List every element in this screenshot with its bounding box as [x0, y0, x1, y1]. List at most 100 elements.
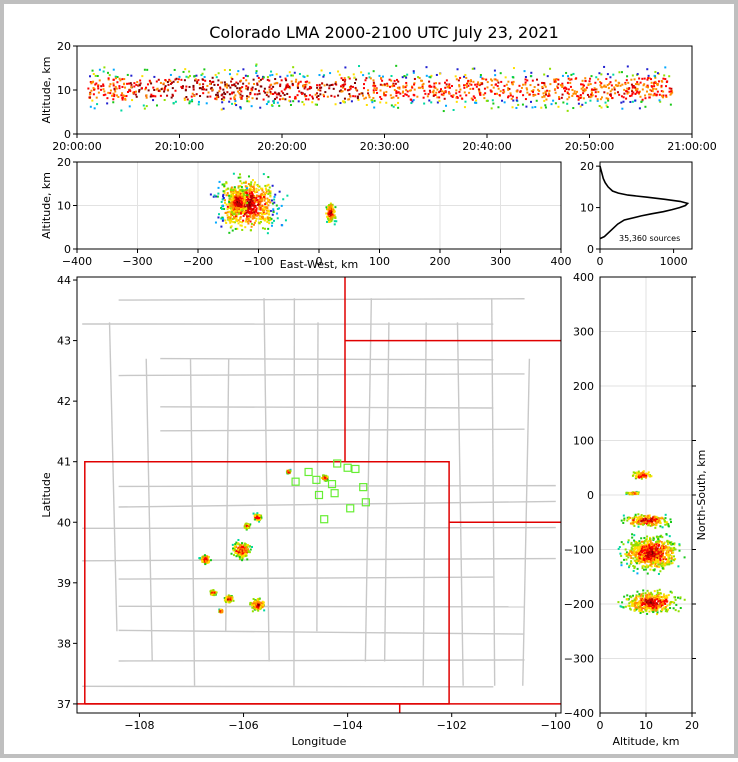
ew-source [235, 217, 237, 219]
time-height-source [666, 81, 668, 83]
time-height-source [494, 74, 496, 76]
ns-source [633, 609, 635, 611]
time-height-source [247, 88, 249, 90]
time-height-source [211, 89, 213, 91]
ew-x-tick-label: −400 [62, 255, 92, 268]
ew-source [262, 198, 264, 200]
ns-source [641, 548, 643, 550]
ew-source [327, 209, 329, 211]
ew-source [220, 226, 222, 228]
time-height-source [222, 89, 224, 91]
ns-source [666, 595, 668, 597]
lma-station-marker [352, 465, 359, 472]
time-height-source [600, 73, 602, 75]
ew-source [238, 177, 240, 179]
ew-source [226, 204, 228, 206]
time-height-source [185, 86, 187, 88]
time-height-source [251, 105, 253, 107]
time-height-source [428, 81, 430, 83]
ns-source [624, 553, 626, 555]
ew-source [273, 211, 275, 213]
time-height-source [152, 95, 154, 97]
time-height-source [231, 84, 233, 86]
ns-source [650, 608, 652, 610]
time-height-source [515, 107, 517, 109]
time-height-source [405, 77, 407, 79]
ns-source [630, 609, 632, 611]
ns-source [654, 565, 656, 567]
plan-source [225, 597, 227, 599]
time-height-source [141, 87, 143, 89]
plan-source [325, 475, 327, 477]
time-height-source [136, 96, 138, 98]
ns-source [637, 544, 639, 546]
time-height-source [348, 93, 350, 95]
time-height-source [457, 97, 459, 99]
ew-source [241, 209, 243, 211]
time-height-source [150, 94, 152, 96]
time-height-source [582, 86, 584, 88]
time-height-source [525, 106, 527, 108]
time-height-source [297, 87, 299, 89]
time-height-source [595, 95, 597, 97]
time-height-source [127, 91, 129, 93]
time-height-source [195, 75, 197, 77]
ew-source [246, 187, 248, 189]
ns-source [646, 540, 648, 542]
time-height-source [267, 91, 269, 93]
ns-source [662, 517, 664, 519]
time-height-source [234, 94, 236, 96]
time-height-source [109, 83, 111, 85]
ns-source [640, 561, 642, 563]
plan-xlabel: Longitude [292, 735, 347, 748]
time-height-source [133, 82, 135, 84]
time-height-source [530, 72, 532, 74]
time-height-source [491, 80, 493, 82]
ns-source [666, 540, 668, 542]
time-height-source [546, 90, 548, 92]
time-height-source [255, 88, 257, 90]
time-height-source [465, 77, 467, 79]
ew-source [229, 217, 231, 219]
plan-x-tick-label: −102 [437, 719, 467, 732]
time-height-source [629, 101, 631, 103]
time-height-source [164, 99, 166, 101]
time-height-source [161, 88, 163, 90]
time-height-source [163, 83, 165, 85]
time-height-source [472, 81, 474, 83]
time-height-source [416, 96, 418, 98]
ns-source [655, 524, 657, 526]
ew-x-tick-label: 100 [369, 255, 390, 268]
time-height-source [206, 85, 208, 87]
time-height-source [158, 79, 160, 81]
time-height-source [640, 101, 642, 103]
time-height-source [195, 78, 197, 80]
time-height-source [623, 93, 625, 95]
time-height-source [612, 97, 614, 99]
time-height-source [373, 70, 375, 72]
ns-source [661, 604, 663, 606]
ew-source [233, 173, 235, 175]
time-height-source [497, 106, 499, 108]
time-height-source [269, 74, 271, 76]
ns-source [645, 592, 647, 594]
ns-source [651, 593, 653, 595]
ns-source [645, 518, 647, 520]
ns-source [648, 599, 650, 601]
time-height-source [532, 95, 534, 97]
time-height-source [100, 85, 102, 87]
time-height-source [354, 82, 356, 84]
time-height-source [270, 84, 272, 86]
time-height-source [549, 68, 551, 70]
ns-source [641, 514, 643, 516]
time-height-source [363, 87, 365, 89]
time-height-source [661, 81, 663, 83]
time-height-source [534, 106, 536, 108]
ew-source [255, 209, 257, 211]
ew-source [222, 184, 224, 186]
ns-source [645, 477, 647, 479]
time-height-source [277, 102, 279, 104]
ew-source [221, 201, 223, 203]
time-height-source [129, 90, 131, 92]
time-height-source [446, 79, 448, 81]
